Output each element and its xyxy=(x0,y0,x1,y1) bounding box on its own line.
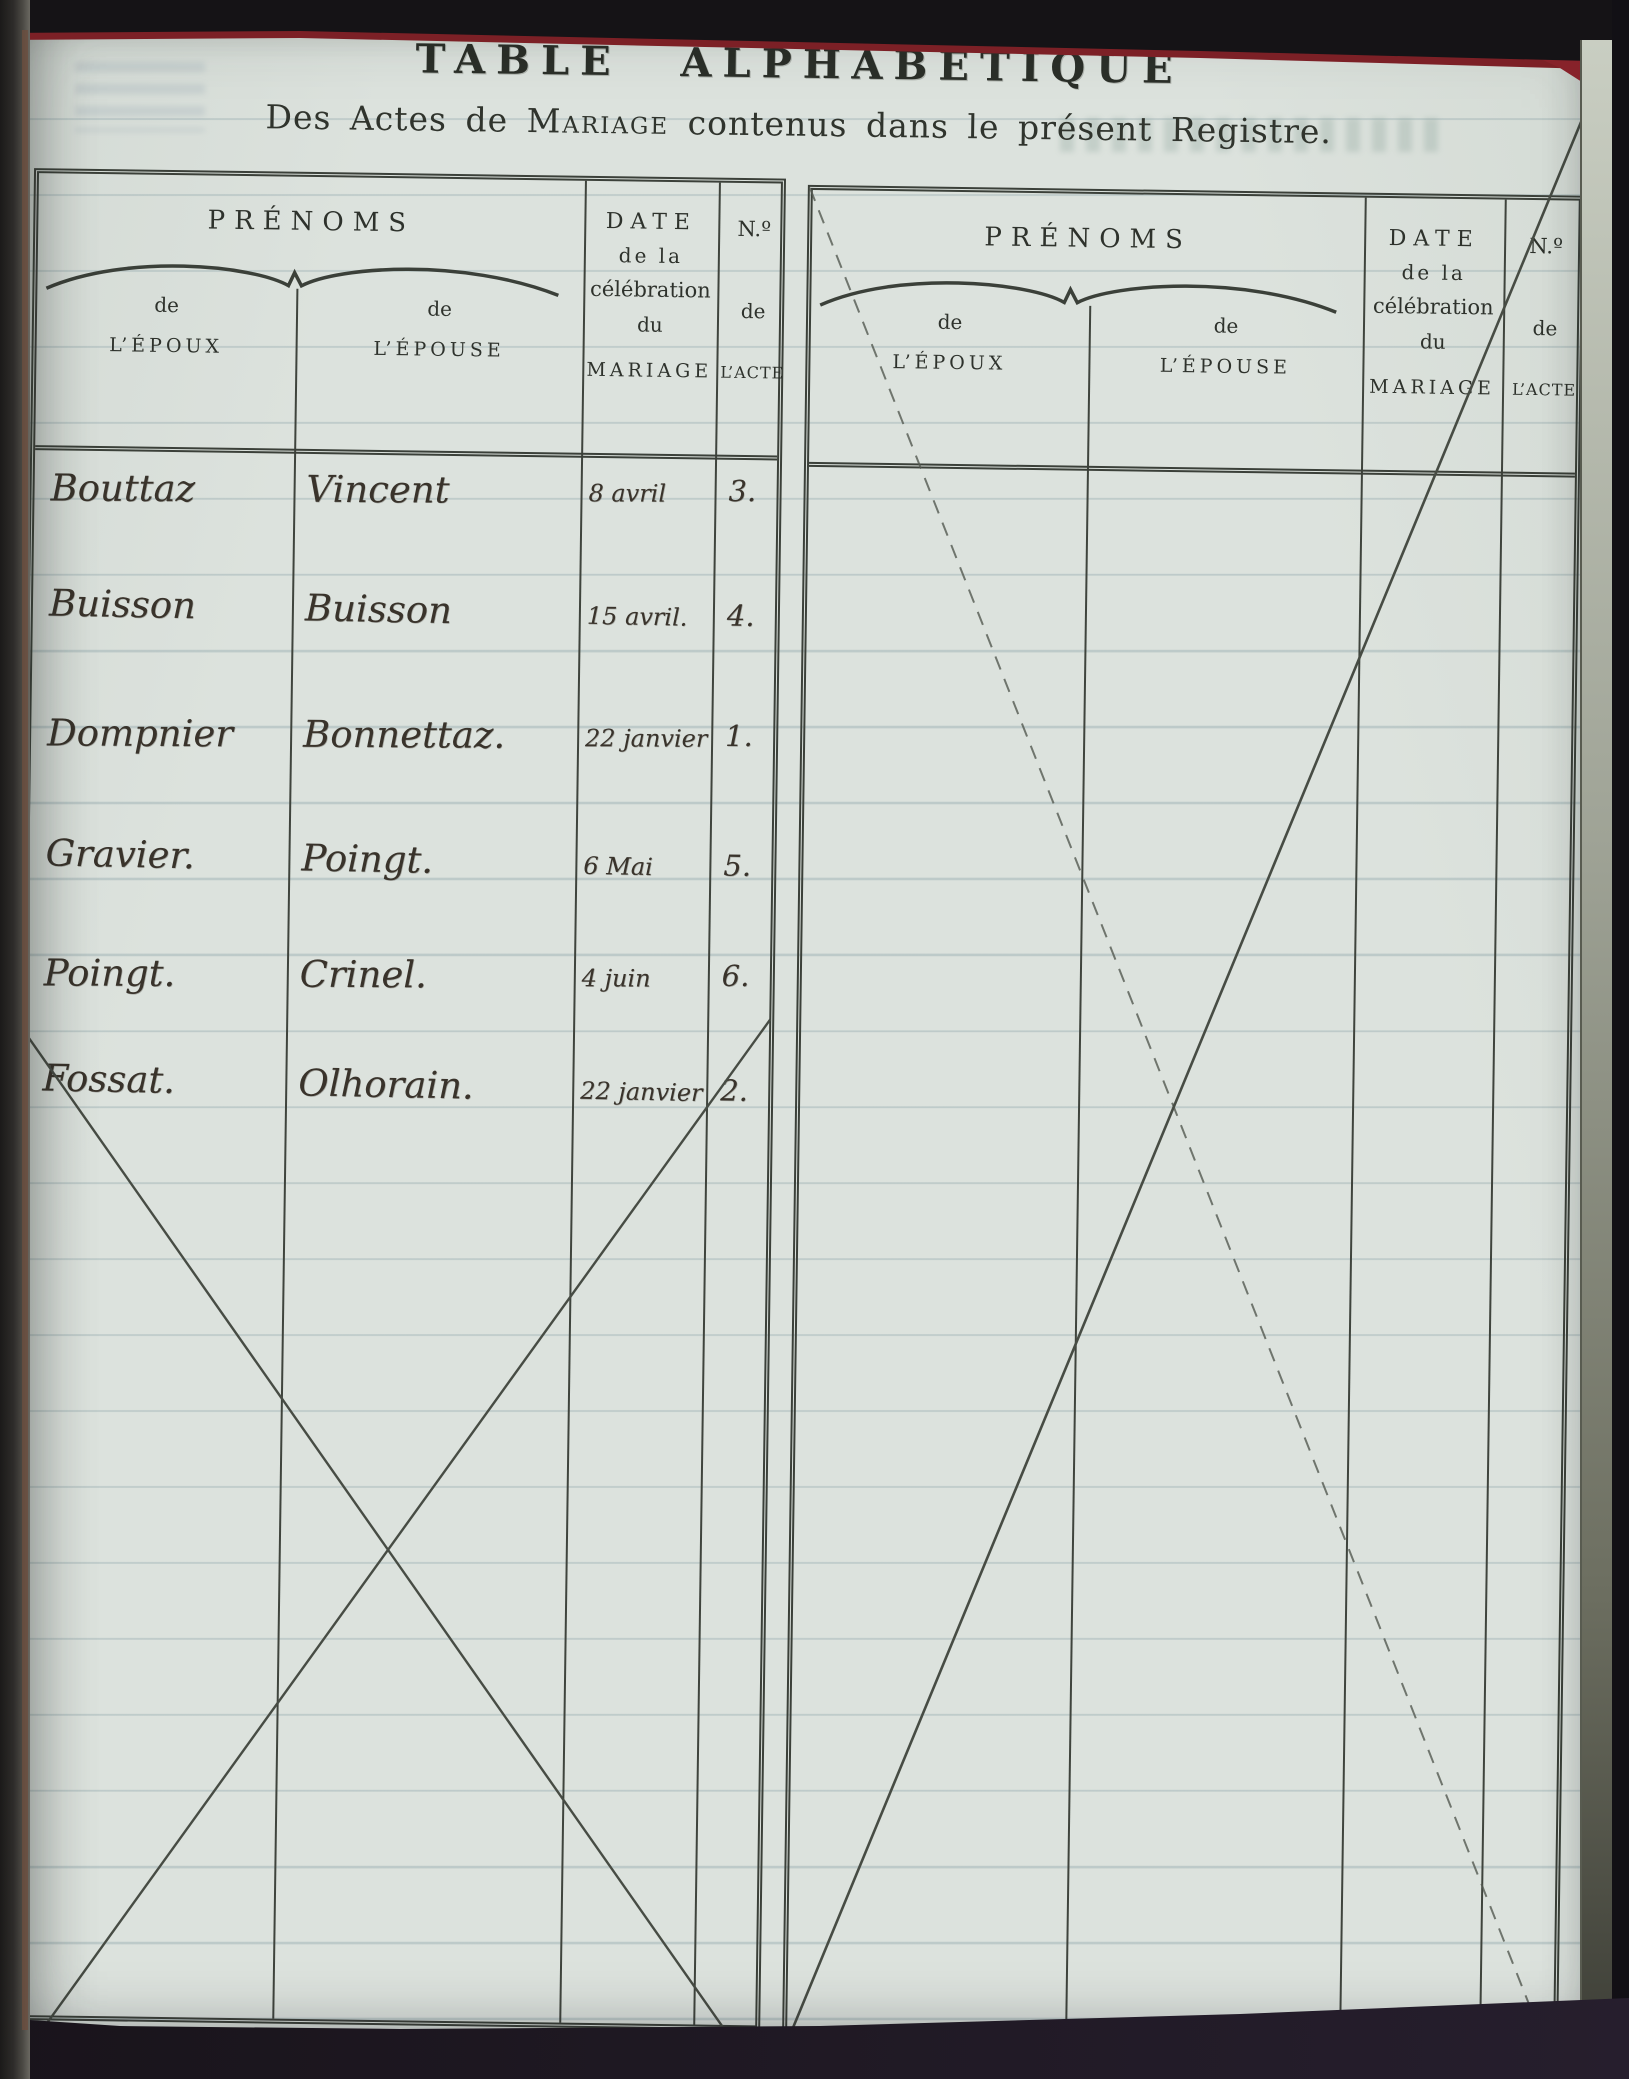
cancellation-stroke xyxy=(786,84,1598,2041)
cancellation-stroke xyxy=(808,187,1544,2038)
cancellation-stroke xyxy=(23,1030,743,2055)
brace-left-table xyxy=(45,264,559,298)
cancellation-stroke xyxy=(18,1018,772,2062)
brace-right-table xyxy=(819,281,1337,314)
register-page xyxy=(20,26,1614,2032)
